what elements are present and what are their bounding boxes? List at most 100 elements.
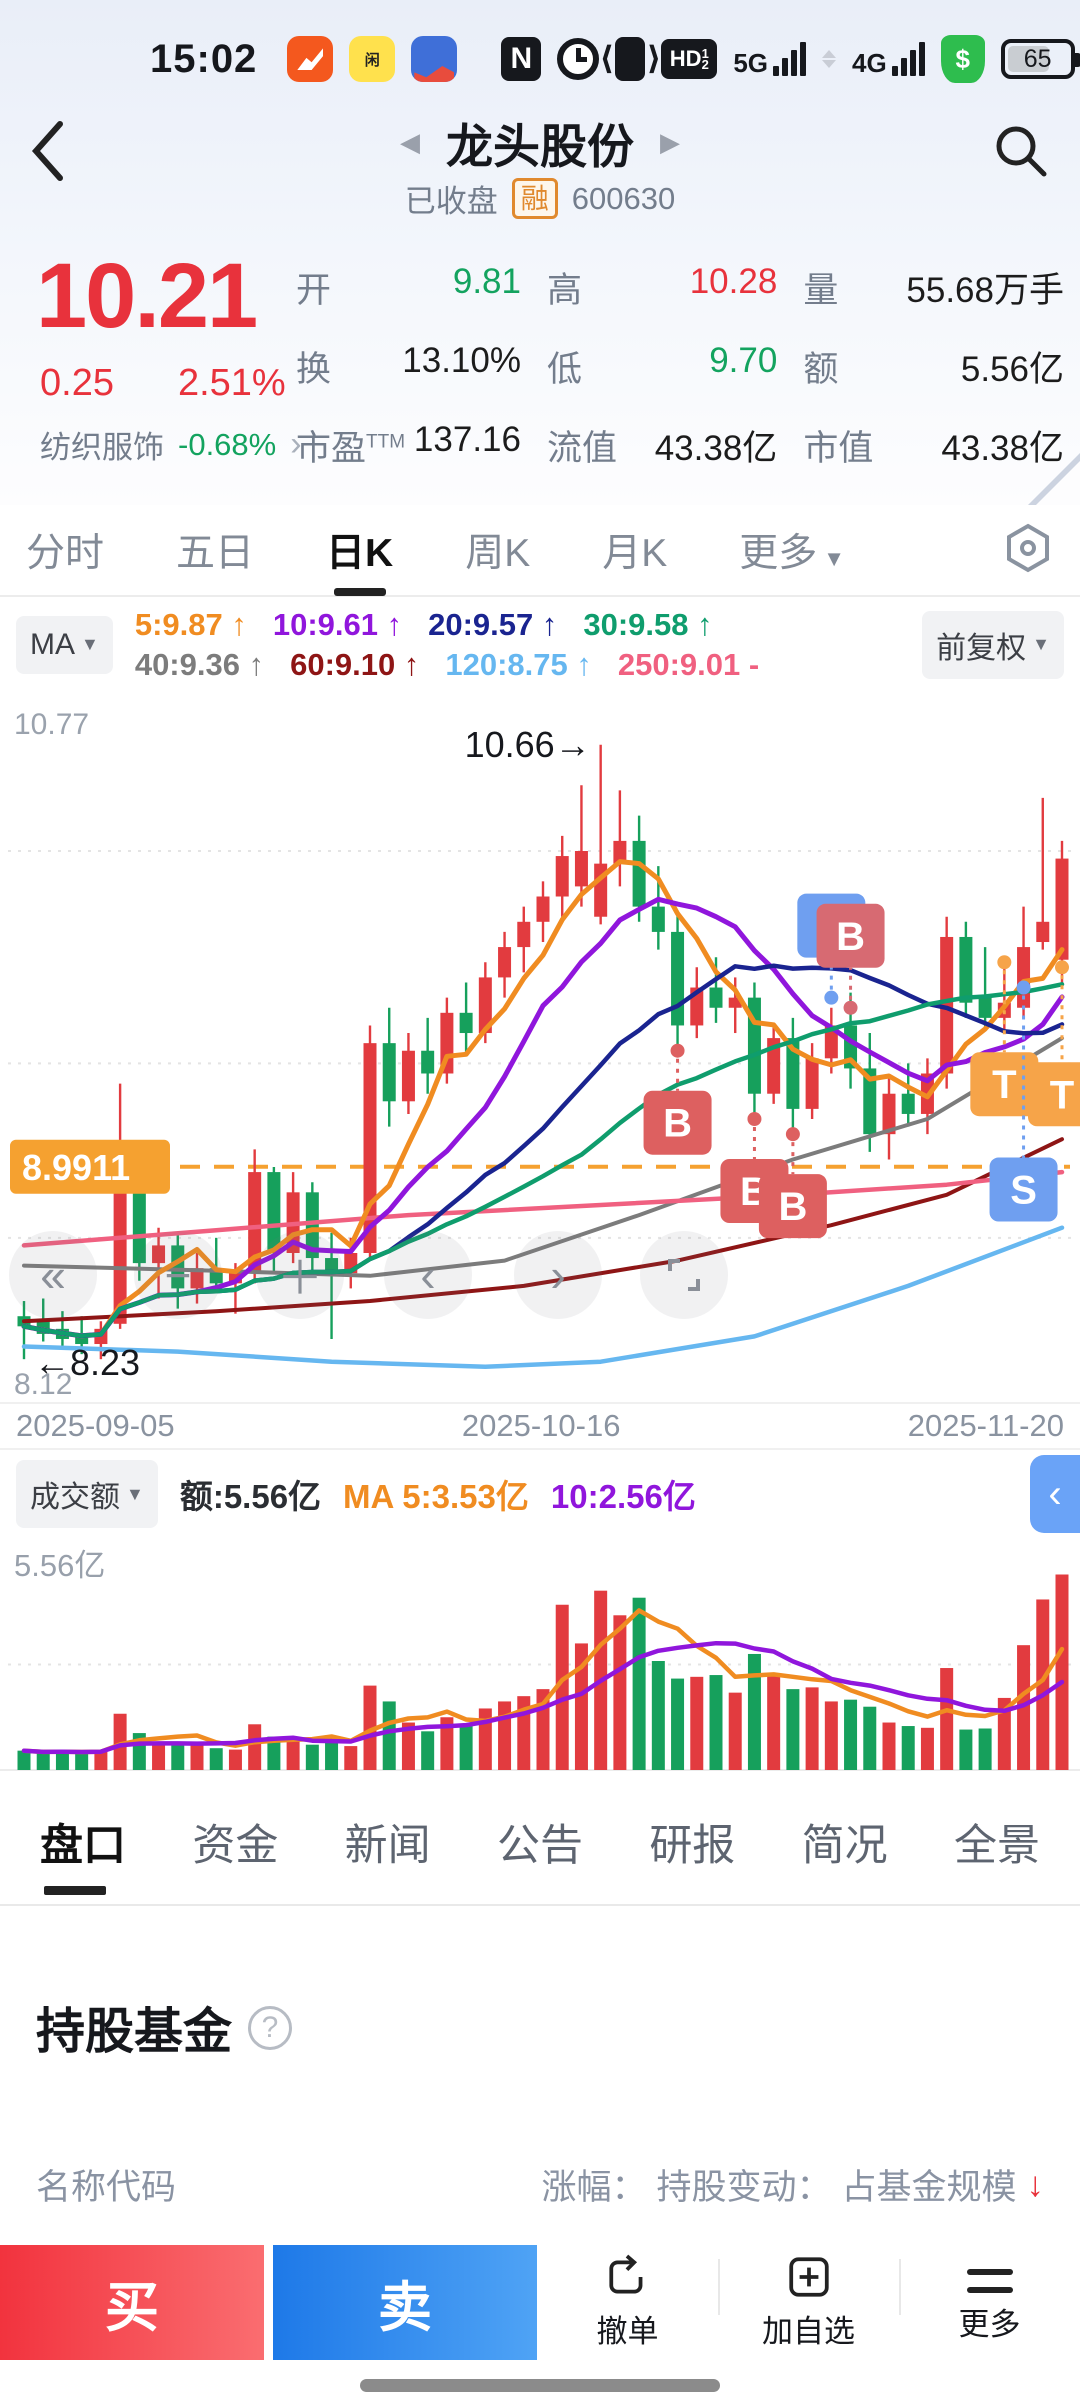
svg-text:10.77: 10.77 [14, 708, 89, 741]
col-change[interactable]: 涨幅： [541, 2168, 647, 2207]
next-stock-arrow[interactable]: ▶ [660, 127, 680, 157]
tab-五日[interactable]: 五日 [176, 532, 255, 575]
data-arrows-icon [822, 50, 836, 68]
date-right: 2025-11-20 [907, 1408, 1064, 1443]
sort-desc-icon: ↓ [1026, 2164, 1045, 2204]
adjust-mode-button[interactable]: 前复权 ▼ [922, 610, 1064, 679]
prev-stock-arrow[interactable]: ◀ [400, 127, 420, 157]
svg-text:T: T [1050, 1073, 1074, 1117]
ma-selector-button[interactable]: MA ▼ [16, 615, 113, 674]
search-icon[interactable] [992, 122, 1050, 185]
svg-text:B: B [778, 1185, 807, 1229]
quote-cell: 市值 43.38亿 [803, 429, 1064, 468]
tab-全景[interactable]: 全景 [953, 1822, 1040, 1870]
volume-indicator-selector[interactable]: 成交额 ▼ [16, 1460, 158, 1528]
tab-分时[interactable]: 分时 [26, 532, 105, 575]
zoom-out-button[interactable]: − [134, 1231, 222, 1319]
battery-icon: 65 [1000, 39, 1080, 79]
market-status: 已收盘 [404, 184, 498, 219]
ma-value-40: 40:9.36 ↑ [134, 646, 265, 682]
menu-icon [966, 2261, 1013, 2293]
buy-button[interactable]: 买 [0, 2245, 264, 2360]
date-axis: 2025-09-05 2025-10-16 2025-11-20 [0, 1402, 1080, 1448]
ma-value-20: 20:9.57 ↑ [428, 606, 558, 642]
nfc-icon: N [501, 37, 542, 81]
pan-left-button[interactable]: ‹ [384, 1231, 472, 1319]
tab-简况[interactable]: 简况 [801, 1822, 888, 1870]
ma-value-5: 5:9.87 ↑ [134, 606, 247, 642]
collapse-panel-button[interactable]: ‹ [1030, 1455, 1080, 1533]
fund-table-header: 名称代码 涨幅： 持股变动： 占基金规模 ↓ [36, 2159, 1044, 2210]
quote-grid: 开 9.81 高 10.28 量 55.68万手换 13.10% 低 9.70 额 5.56亿 市盈T… [296, 262, 1064, 471]
fullscreen-button[interactable] [640, 1231, 728, 1319]
fund-section: 持股基金 ? 名称代码 涨幅： 持股变动： 占基金规模 ↓ [0, 1906, 1080, 2245]
svg-text:B: B [663, 1102, 692, 1146]
date-left: 2025-09-05 [16, 1408, 175, 1443]
home-indicator[interactable] [360, 2379, 720, 2392]
chevron-right-icon: › [290, 425, 302, 463]
header: ◀ 龙头股份 ▶ 已收盘 融 600630 [0, 100, 1080, 250]
quote-cell: 低 9.70 [546, 341, 778, 389]
signal-5g: 5G [733, 42, 806, 76]
stock-title: 龙头股份 [446, 120, 634, 173]
ma-value-60: 60:9.10 ↑ [290, 646, 420, 682]
industry-link[interactable]: 纺织服饰 -0.68% › [40, 422, 302, 467]
svg-text:10.66→: 10.66→ [465, 724, 591, 765]
price-change: 0.25 [40, 362, 114, 404]
tab-周K[interactable]: 周K [465, 532, 531, 575]
quote-panel: 10.21 0.25 2.51% 纺织服饰 -0.68% › 开 9.81 高 10.… [0, 245, 1080, 507]
tab-新闻[interactable]: 新闻 [344, 1822, 431, 1870]
tab-more[interactable]: 更多 ▼ [739, 532, 846, 575]
tab-日K[interactable]: 日K [326, 508, 393, 592]
volume-header: 成交额 ▼ 额:5.56亿 MA 5:3.53亿 10:2.56亿 ‹ [0, 1448, 1080, 1538]
add-watchlist-button[interactable]: 加自选 [718, 2245, 899, 2360]
xianyu-app-icon: 闲 [349, 36, 396, 82]
add-square-icon [788, 2257, 829, 2297]
tab-公告[interactable]: 公告 [496, 1822, 583, 1870]
ma-value-30: 30:9.58 ↑ [583, 606, 713, 642]
margin-badge: 融 [511, 177, 558, 220]
ma-values: 5:9.87 ↑ 10:9.61 ↑ 20:9.57 ↑ 30:9.58 ↑ 40:9… [113, 607, 922, 683]
pan-right-button[interactable]: › [514, 1231, 602, 1319]
col-fund-scale[interactable]: 占基金规模 [841, 2168, 1017, 2207]
page-curl-icon[interactable] [1028, 453, 1080, 507]
svg-text:T: T [992, 1063, 1016, 1107]
detail-tab-bar: 盘口 资金 新闻 公告 研报 简况 全景 [0, 1780, 1080, 1906]
back-button[interactable] [28, 118, 68, 189]
fund-section-title: 持股基金 [36, 2005, 233, 2059]
tab-研报[interactable]: 研报 [649, 1822, 736, 1870]
ma-value-10: 10:9.61 ↑ [272, 606, 403, 642]
svg-text:8.9911: 8.9911 [22, 1147, 130, 1188]
last-price: 10.21 [36, 245, 258, 347]
tab-资金[interactable]: 资金 [192, 1822, 279, 1870]
action-bar: 买 卖 撤单 加自选 更多 [0, 2245, 1080, 2360]
more-button[interactable]: 更多 [899, 2245, 1080, 2360]
security-shield-icon: $ [940, 35, 985, 83]
cancel-order-button[interactable]: 撤单 [537, 2245, 718, 2360]
tab-月K[interactable]: 月K [602, 532, 668, 575]
quote-cell: 量 55.68万手 [803, 271, 1064, 310]
help-icon[interactable]: ? [248, 2005, 293, 2050]
sell-button[interactable]: 卖 [273, 2245, 537, 2360]
tab-盘口[interactable]: 盘口 [40, 1791, 126, 1895]
industry-change: -0.68% [178, 426, 277, 462]
volume-chart[interactable]: 5.56亿 [0, 1538, 1080, 1780]
svg-text:S: S [1010, 1169, 1037, 1213]
scroll-start-button[interactable]: « [9, 1231, 97, 1319]
svg-text:B: B [836, 915, 865, 959]
turnover-amount: 额:5.56亿 [179, 1478, 322, 1515]
quote-cell: 市盈TTM 137.16 [296, 420, 521, 468]
hd-call-icon: HD 1 2 [661, 39, 718, 79]
industry-name: 纺织服饰 [40, 430, 164, 465]
period-tab-bar: 分时 五日 日K 周K 月K 更多 ▼ [0, 505, 1080, 597]
quote-cell: 额 5.56亿 [803, 350, 1064, 389]
ma-bar: MA ▼ 5:9.87 ↑ 10:9.61 ↑ 20:9.57 ↑ 30:9.58 ↑ … [0, 597, 1080, 692]
volume-ma5: MA 5:3.53亿 [343, 1478, 529, 1515]
chart-settings-icon[interactable] [1002, 522, 1054, 579]
zoom-in-button[interactable]: ＋ [256, 1231, 344, 1319]
col-holding-change[interactable]: 持股变动： [656, 2168, 832, 2207]
